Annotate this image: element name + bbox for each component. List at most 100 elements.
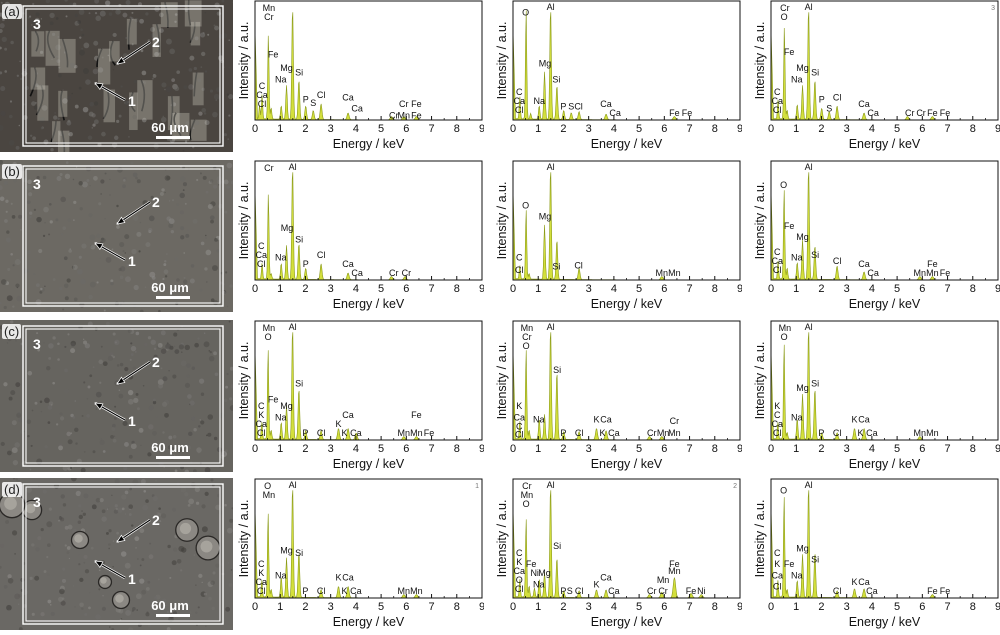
spectrum-trace: [254, 490, 483, 599]
x-tick-label: 6: [919, 283, 925, 295]
peak-label: Cr: [522, 481, 532, 491]
peak-label: Mn: [398, 428, 411, 438]
x-tick-label: 1: [277, 601, 283, 613]
eds-spectrum: 0 1 2 3 4 5 6 7 8 9 Energy / keV Intensity / a.u. Mn…: [752, 320, 1000, 477]
x-tick-label: 5: [636, 283, 642, 295]
peak-label: Fe: [784, 221, 795, 231]
peak-label: Ca: [256, 250, 268, 260]
peak-label: Fe: [927, 108, 938, 118]
x-axis-label: Energy / keV: [849, 297, 921, 311]
peak-label: Cr: [658, 586, 668, 596]
peak-label: Cl: [515, 429, 524, 439]
x-tick-label: 5: [636, 601, 642, 613]
peak-label: P: [303, 259, 309, 269]
x-axis-label: Energy / keV: [849, 615, 921, 629]
peak-label: Si: [295, 379, 303, 389]
x-tick-label: 9: [479, 283, 484, 295]
x-tick-label: 9: [995, 601, 1000, 613]
peak-label: Fe: [424, 428, 435, 438]
peak-label: Cl: [833, 92, 842, 102]
peak-label: Al: [805, 162, 813, 172]
peak-label: O: [522, 200, 529, 210]
x-tick-label: 1: [277, 443, 283, 455]
peak-label: C: [774, 87, 781, 97]
peak-label: Cl: [833, 428, 842, 438]
peak-label: Ca: [867, 268, 879, 278]
sem-image-0: 3 1 2 60 μm: [0, 0, 233, 152]
peak-label: Na: [533, 415, 545, 425]
x-tick-label: 8: [454, 601, 460, 613]
x-tick-label: 0: [510, 443, 516, 455]
peak-label: K: [774, 559, 780, 569]
peak-label: Ca: [858, 259, 870, 269]
peak-label: Na: [791, 252, 803, 262]
x-tick-label: 7: [944, 283, 950, 295]
x-tick-label: 8: [712, 443, 718, 455]
sem-image-1: 3 1 2 60 μm: [0, 160, 233, 312]
x-tick-label: 1: [277, 283, 283, 295]
peak-label: Cl: [258, 99, 267, 109]
peak-label: Ca: [772, 419, 784, 429]
x-tick-label: 3: [328, 601, 334, 613]
peak-label: K: [335, 573, 341, 583]
peak-label: Cr: [402, 268, 412, 278]
x-tick-label: 0: [510, 283, 516, 295]
peak-label: Ca: [351, 104, 363, 114]
peak-label: Si: [295, 548, 303, 558]
point-label-1: 1: [128, 253, 136, 269]
peak-label: Mg: [796, 232, 809, 242]
peak-label: C: [516, 548, 523, 558]
x-tick-label: 1: [793, 443, 799, 455]
peak-label: C: [774, 410, 781, 420]
peak-label: Cl: [773, 428, 782, 438]
peak-label: Ca: [600, 415, 612, 425]
x-tick-label: 6: [661, 601, 667, 613]
peak-label: Cl: [773, 582, 782, 592]
peak-label: P: [560, 586, 566, 596]
peak-label: Fe: [669, 559, 680, 569]
x-tick-label: 3: [328, 443, 334, 455]
peak-label: C: [259, 81, 266, 91]
peak-label: Al: [547, 162, 555, 172]
x-tick-label: 2: [818, 601, 824, 613]
x-tick-label: 3: [586, 283, 592, 295]
peak-label: K: [342, 586, 348, 596]
x-tick-label: 7: [428, 283, 434, 295]
y-axis-label: Intensity / a.u.: [495, 182, 509, 260]
eds-spectrum: 0 1 2 3 4 5 6 7 8 9 Energy / keV Intensity / a.u. Mn…: [236, 320, 485, 477]
peak-label: Ca: [514, 412, 526, 422]
x-tick-label: 6: [661, 123, 667, 135]
x-tick-label: 2: [560, 123, 566, 135]
peak-label: Mn: [779, 323, 792, 333]
peak-label: O: [781, 12, 788, 22]
peak-label: Ca: [858, 577, 870, 587]
x-tick-label: 0: [768, 123, 774, 135]
peak-label: Mg: [280, 63, 293, 73]
x-tick-label: 0: [510, 601, 516, 613]
peak-label: Si: [553, 541, 561, 551]
peak-label: Fe: [669, 108, 680, 118]
y-axis-label: Intensity / a.u.: [495, 342, 509, 420]
x-tick-label: 2: [818, 123, 824, 135]
x-tick-label: 7: [686, 123, 692, 135]
peak-label: Cl: [515, 584, 524, 594]
peak-label: Ca: [514, 96, 526, 106]
x-tick-label: 1: [535, 283, 541, 295]
peak-label: Cr: [647, 586, 657, 596]
peak-label: Fe: [784, 47, 795, 57]
x-tick-label: 0: [252, 123, 258, 135]
x-tick-label: 8: [970, 601, 976, 613]
peak-label: Fe: [526, 559, 537, 569]
x-tick-label: 5: [894, 601, 900, 613]
eds-spectrum: 0 1 2 3 4 5 6 7 8 9 Energy / keV Intensity / a.u. Cr…: [752, 0, 1000, 157]
x-tick-label: 7: [428, 601, 434, 613]
peak-label: Ca: [256, 90, 268, 100]
peak-label: Mg: [280, 401, 293, 411]
peak-label: Ca: [342, 259, 354, 269]
x-tick-label: 7: [686, 283, 692, 295]
peak-label: Mn: [263, 490, 276, 500]
peak-label: Cr: [916, 108, 926, 118]
peak-label: Al: [805, 480, 813, 490]
y-axis-label: Intensity / a.u.: [753, 500, 767, 578]
peak-label: Fe: [411, 99, 422, 109]
